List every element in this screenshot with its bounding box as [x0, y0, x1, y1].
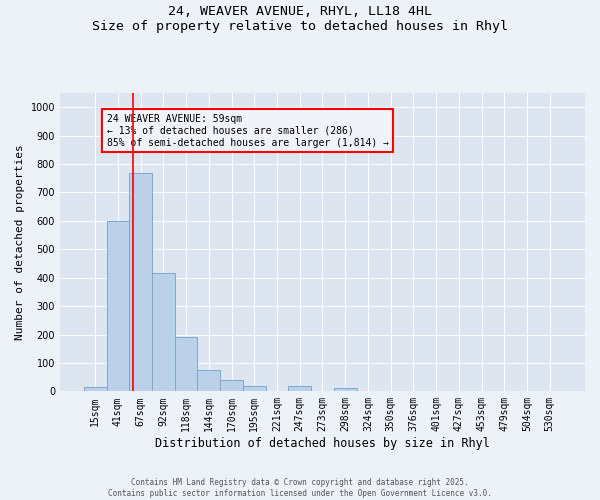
- Bar: [175, 338, 197, 392]
- X-axis label: Distribution of detached houses by size in Rhyl: Distribution of detached houses by size …: [155, 437, 490, 450]
- Bar: [289, 386, 311, 392]
- Bar: [129, 172, 152, 392]
- Bar: [334, 388, 356, 392]
- Text: Contains HM Land Registry data © Crown copyright and database right 2025.
Contai: Contains HM Land Registry data © Crown c…: [108, 478, 492, 498]
- Bar: [152, 274, 175, 392]
- Bar: [197, 370, 220, 392]
- Text: 24 WEAVER AVENUE: 59sqm
← 13% of detached houses are smaller (286)
85% of semi-d: 24 WEAVER AVENUE: 59sqm ← 13% of detache…: [107, 114, 389, 148]
- Bar: [84, 387, 107, 392]
- Bar: [243, 386, 266, 392]
- Bar: [107, 221, 129, 392]
- Y-axis label: Number of detached properties: Number of detached properties: [15, 144, 25, 340]
- Text: 24, WEAVER AVENUE, RHYL, LL18 4HL
Size of property relative to detached houses i: 24, WEAVER AVENUE, RHYL, LL18 4HL Size o…: [92, 5, 508, 33]
- Bar: [220, 380, 243, 392]
